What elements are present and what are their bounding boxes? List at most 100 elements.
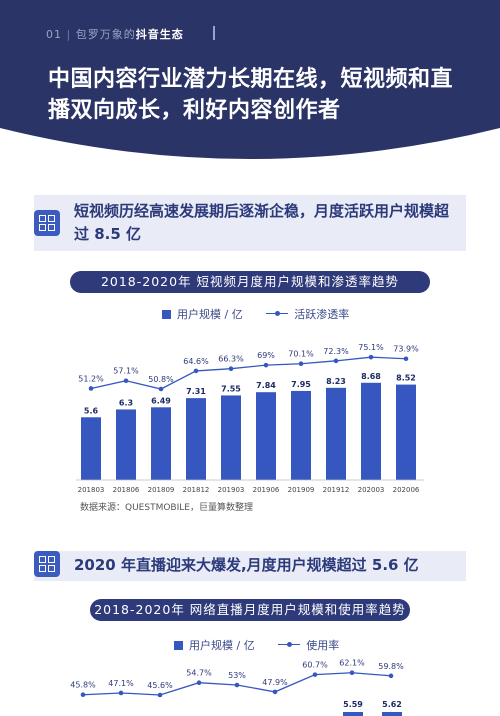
bar-value-label: 7.84	[256, 381, 276, 390]
x-tick-label: 202003	[358, 486, 385, 494]
chart2-title: 2018-2020年 网络直播月度用户规模和使用率趋势	[90, 599, 410, 621]
chart2-svg: 45.8% 47.1% 45.6% 54.7% 53% 47.9% 60.7% 62.1% 59…	[70, 659, 404, 716]
line-point	[158, 386, 164, 392]
line-value-label: 73.9%	[393, 345, 419, 354]
line-point	[272, 689, 278, 695]
line-value-label: 45.6%	[147, 681, 173, 690]
bar	[116, 409, 136, 480]
chart2-legend: 用户规模 / 亿 使用率	[174, 637, 339, 653]
line-point	[403, 356, 409, 362]
chart1-svg: 5.6 201803 6.3 201806 6.49 201809 7.31 201812 7.…	[76, 343, 424, 494]
line-point	[388, 673, 394, 679]
bar	[396, 384, 416, 480]
tag-bold: 抖音生态	[135, 28, 184, 41]
line-value-label: 47.1%	[108, 679, 134, 688]
x-tick-label: 201909	[288, 486, 315, 494]
legend-bar-swatch	[174, 641, 183, 650]
bar	[291, 390, 311, 480]
legend-line-swatch	[278, 640, 301, 650]
bar-value-label: 5.6	[84, 406, 99, 415]
legend-bar-swatch	[162, 310, 171, 319]
bar	[151, 407, 171, 480]
bar-value-label: 7.55	[221, 384, 241, 393]
bar	[343, 712, 363, 716]
bar-value-label: 8.52	[396, 374, 416, 383]
line-value-label: 59.8%	[378, 662, 404, 671]
line-point	[123, 378, 129, 384]
x-tick-label: 201906	[253, 486, 280, 494]
bar-value-label: 6.49	[151, 396, 171, 405]
bar-value-label: 5.62	[382, 700, 402, 709]
legend-line-label: 活跃渗透率	[294, 308, 350, 321]
hero-banner: 01 | 包罗万象的抖音生态 中国内容行业潜力长期在线，短视频和直播双向成长，利…	[0, 0, 500, 170]
grid-icon	[34, 551, 60, 577]
line-value-label: 51.2%	[78, 374, 104, 383]
line-point	[193, 368, 199, 374]
line-point	[118, 690, 124, 696]
line-value-label: 64.6%	[183, 357, 209, 366]
line-point	[228, 366, 234, 371]
line-value-label: 60.7%	[302, 661, 328, 670]
bar	[361, 382, 381, 480]
line-value-label: 66.3%	[218, 355, 244, 364]
line-value-label: 70.1%	[288, 350, 314, 359]
legend-bar-label: 用户规模 / 亿	[189, 639, 255, 652]
line-series	[90, 356, 407, 390]
chart1-legend: 用户规模 / 亿 活跃渗透率	[162, 306, 349, 322]
line-point	[196, 680, 202, 686]
bar-value-label: 7.31	[186, 387, 206, 396]
bar	[81, 417, 101, 480]
section2-title: 2020 年直播迎来大爆发,月度用户规模超过 5.6 亿	[74, 556, 419, 574]
x-tick-label: 201912	[323, 486, 350, 494]
hero-background	[0, 0, 500, 159]
legend-bar-label: 用户规模 / 亿	[177, 308, 243, 321]
line-value-label: 50.8%	[148, 375, 174, 384]
legend-line-label: 使用率	[306, 639, 340, 652]
line-value-label: 72.3%	[323, 347, 349, 356]
x-tick-label: 202006	[393, 486, 420, 494]
page-title: 中国内容行业潜力长期在线，短视频和直播双向成长，利好内容创作者	[48, 67, 454, 123]
line-value-label: 45.8%	[70, 681, 96, 690]
tag-divider	[213, 26, 215, 40]
grid-icon	[34, 210, 60, 236]
line-value-label: 54.7%	[186, 669, 212, 678]
bar	[382, 712, 402, 716]
line-point	[157, 692, 163, 698]
line-value-label: 62.1%	[339, 659, 365, 668]
line-point	[263, 362, 269, 368]
bar	[256, 392, 276, 480]
line-value-label: 47.9%	[262, 678, 288, 687]
bar-value-label: 5.59	[343, 700, 363, 709]
section1-header-bg	[34, 195, 466, 251]
x-tick-label: 201812	[183, 486, 210, 494]
section-tagline: 01 | 包罗万象的抖音生态	[46, 28, 184, 41]
line-value-label: 53%	[228, 671, 246, 680]
bar-value-label: 6.3	[119, 398, 133, 407]
line-value-label: 75.1%	[358, 343, 384, 352]
line-value-label: 57.1%	[113, 367, 139, 376]
x-tick-label: 201809	[148, 486, 175, 494]
chart1-title: 2018-2020年 短视频月度用户规模和渗透率趋势	[70, 271, 430, 293]
legend-line-swatch	[266, 309, 289, 319]
x-tick-label: 201806	[113, 486, 140, 494]
line-value-label: 69%	[257, 351, 275, 360]
section1-title: 短视频历经高速发展期后逐渐企稳，月度活跃用户规模超过 8.5 亿	[74, 202, 450, 243]
tag-subtitle: 包罗万象的	[75, 28, 136, 41]
bar-value-label: 8.23	[326, 377, 346, 386]
chart1-source: 数据来源：QUESTMOBILE，巨量算数整理	[80, 503, 253, 513]
bar-value-label: 7.95	[291, 380, 311, 389]
bar	[186, 398, 206, 480]
section2-header-bg	[34, 551, 466, 581]
line-point	[298, 361, 304, 367]
bar	[326, 387, 346, 480]
line-point	[80, 692, 86, 698]
bar-value-label: 8.68	[361, 372, 381, 381]
x-tick-label: 201803	[78, 486, 105, 494]
line-point	[333, 358, 339, 364]
bar	[221, 395, 241, 480]
tag-number: 01	[46, 28, 62, 41]
line-point	[234, 682, 240, 688]
line-point	[88, 386, 94, 391]
line-point	[368, 354, 374, 360]
x-tick-label: 201903	[218, 486, 245, 494]
